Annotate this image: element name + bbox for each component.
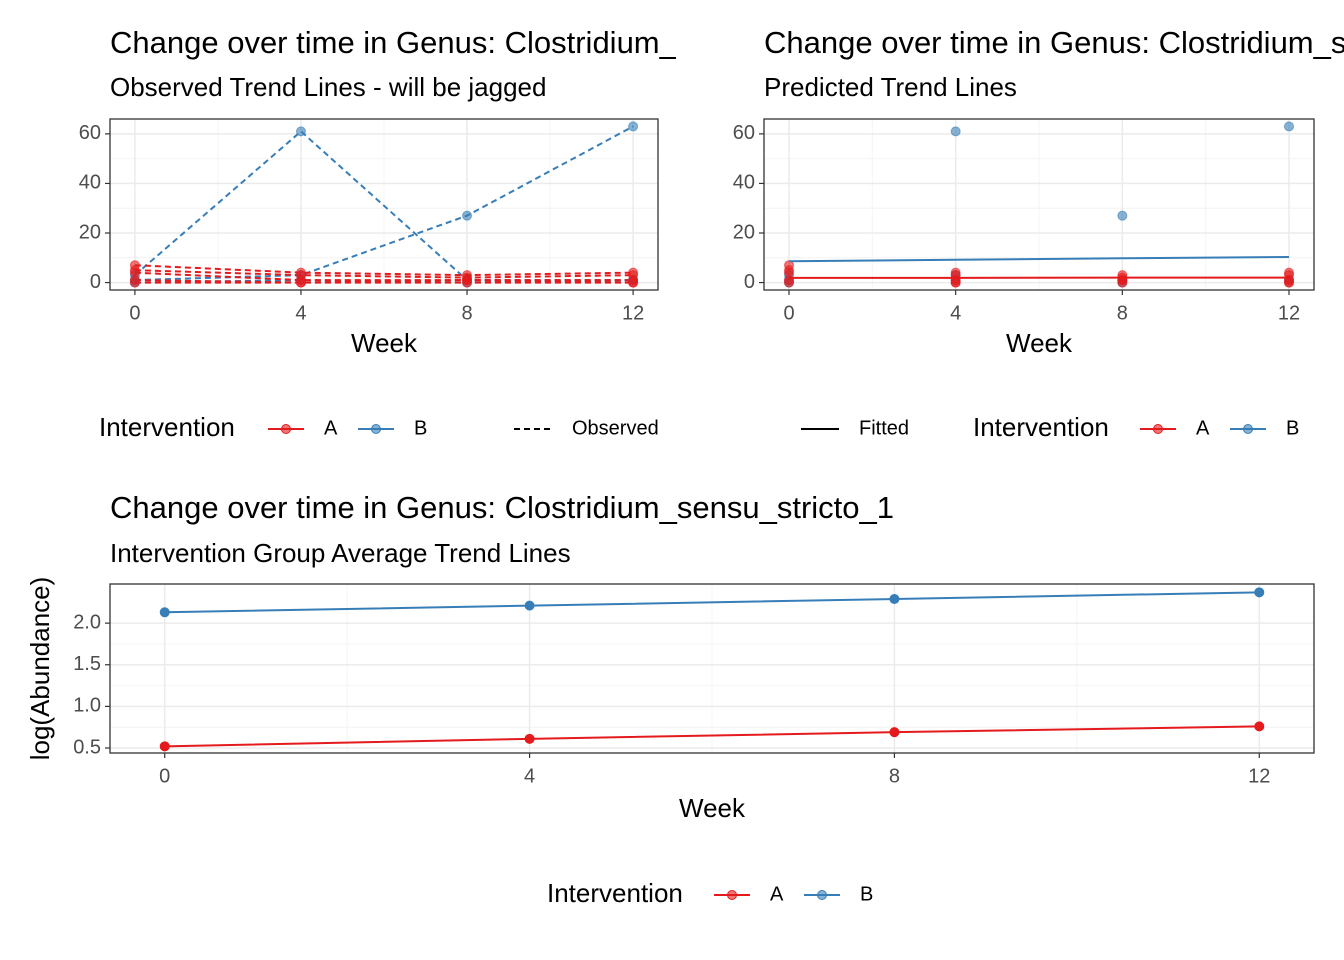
- data-point: [462, 210, 473, 221]
- data-point: [1117, 277, 1128, 288]
- y-tick-label: 0: [744, 271, 755, 293]
- trend-line: [134, 125, 634, 282]
- chart-title: Change over time in Genus: Clostridium_s…: [110, 25, 894, 60]
- legend-label: B: [1286, 417, 1299, 439]
- data-point: [1117, 210, 1128, 221]
- trend-line: [134, 264, 634, 277]
- legend-label: Fitted: [859, 417, 909, 439]
- x-tick-label: 8: [461, 302, 472, 324]
- chart-subtitle: Intervention Group Average Trend Lines: [110, 538, 571, 568]
- chart-subtitle: Predicted Trend Lines: [764, 72, 1017, 102]
- chart-title: Change over time in Genus: Clostridium_s…: [764, 25, 1344, 60]
- x-tick-label: 4: [524, 765, 535, 787]
- data-point: [1284, 121, 1294, 132]
- data-point: [159, 607, 170, 618]
- data-point: [159, 741, 170, 752]
- panel-border: [109, 118, 659, 291]
- legend-key-point: [727, 890, 737, 900]
- data-point: [295, 126, 306, 137]
- legend-label: A: [324, 417, 338, 439]
- y-tick-label: 20: [79, 221, 101, 243]
- x-tick-label: 8: [889, 765, 900, 787]
- trend-line: [134, 279, 634, 284]
- y-tick-label: 0.5: [73, 736, 101, 758]
- data-point: [889, 727, 900, 738]
- data-point: [1254, 721, 1265, 732]
- trend-line: [164, 591, 1260, 614]
- y-tick-label: 2.0: [73, 611, 101, 633]
- data-point: [524, 733, 535, 744]
- x-tick-label: 4: [295, 302, 306, 324]
- y-tick-label: 40: [733, 172, 755, 194]
- data-point: [1284, 277, 1294, 288]
- x-tick-label: 8: [1117, 302, 1128, 324]
- legend-label: B: [414, 417, 427, 439]
- x-tick-label: 0: [159, 765, 170, 787]
- x-tick-label: 0: [129, 302, 140, 324]
- x-tick-label: 0: [783, 302, 794, 324]
- y-tick-label: 1.0: [73, 695, 101, 717]
- x-tick-label: 12: [622, 302, 644, 324]
- legend-key-point: [817, 890, 827, 900]
- x-tick-label: 12: [1278, 302, 1300, 324]
- y-tick-label: 60: [79, 122, 101, 144]
- legend-key-point: [281, 424, 291, 434]
- trend-line: [164, 725, 1260, 748]
- data-point: [462, 277, 473, 288]
- legend-label: A: [1196, 417, 1210, 439]
- data-point: [889, 593, 900, 604]
- y-axis-title: log(Abundance): [25, 577, 55, 761]
- legend-key-point: [1153, 424, 1163, 434]
- legend-key-point: [371, 424, 381, 434]
- data-point: [950, 277, 961, 288]
- legend-label: Observed: [572, 417, 659, 439]
- panel-border: [763, 118, 1315, 291]
- data-point: [1254, 587, 1265, 598]
- data-point: [295, 277, 306, 288]
- legend-title: Intervention: [547, 878, 683, 908]
- legend-label: A: [770, 883, 784, 905]
- data-point: [524, 600, 535, 611]
- chart-subtitle: Observed Trend Lines - will be jagged: [110, 72, 546, 102]
- y-tick-label: 0: [90, 271, 101, 293]
- x-tick-label: 12: [1248, 765, 1270, 787]
- x-axis-title: Week: [1006, 328, 1073, 358]
- y-tick-label: 1.5: [73, 653, 101, 675]
- data-point: [784, 277, 794, 288]
- x-tick-label: 4: [950, 302, 961, 324]
- y-tick-label: 20: [733, 221, 755, 243]
- y-tick-label: 60: [733, 122, 755, 144]
- trend-line: [134, 269, 634, 279]
- data-point: [129, 277, 140, 288]
- data-point: [628, 277, 639, 288]
- legend-title: Intervention: [99, 412, 235, 442]
- legend-key-point: [1243, 424, 1253, 434]
- panel-border: [109, 583, 1315, 754]
- x-axis-title: Week: [351, 328, 418, 358]
- legend-title: Intervention: [973, 412, 1109, 442]
- chart-title: Change over time in Genus: Clostridium_s…: [110, 490, 894, 525]
- data-point: [950, 126, 961, 137]
- x-axis-title: Week: [679, 793, 746, 823]
- trend-line: [788, 256, 1290, 263]
- trend-line: [134, 271, 634, 282]
- data-point: [628, 121, 639, 132]
- y-tick-label: 40: [79, 172, 101, 194]
- legend-label: B: [860, 883, 873, 905]
